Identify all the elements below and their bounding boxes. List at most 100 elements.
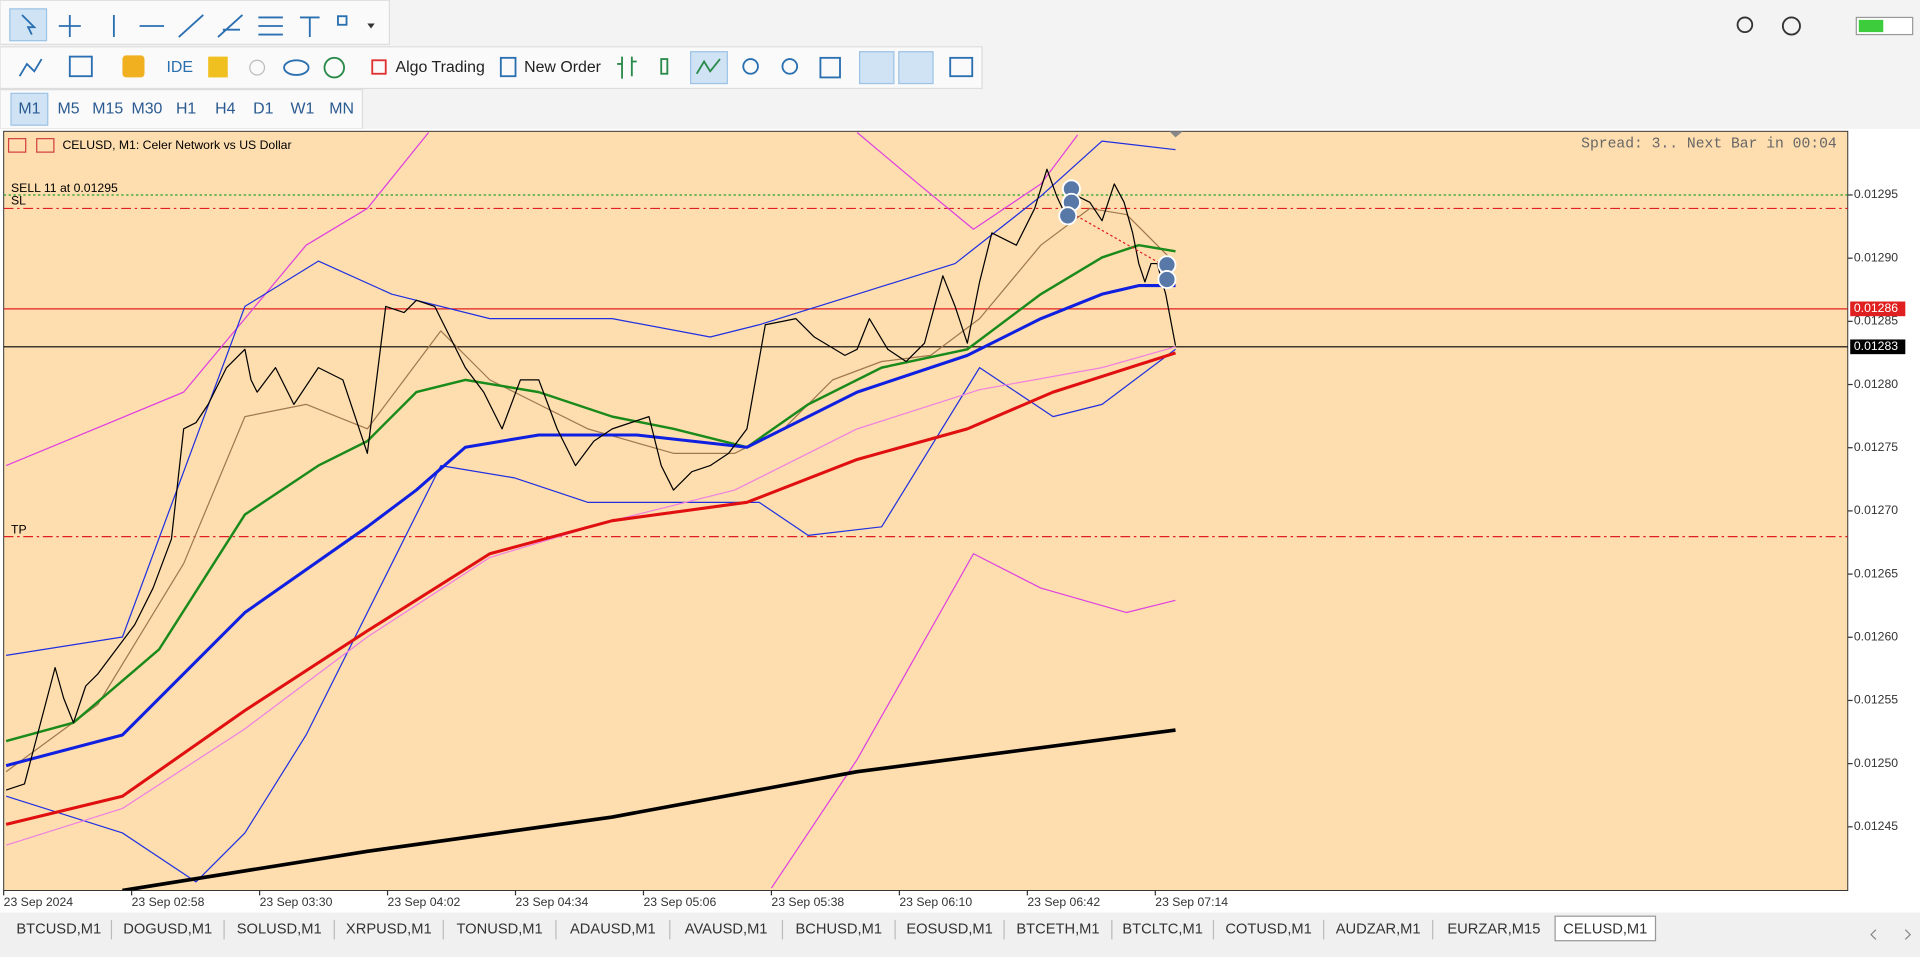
tp-label: TP — [11, 523, 27, 537]
market-icon[interactable] — [122, 55, 145, 78]
view-icons — [742, 51, 974, 85]
price-label: 0.01260 — [1854, 629, 1898, 643]
time-label: 23 Sep 2024 — [4, 895, 74, 909]
chart-type-icon[interactable] — [18, 58, 43, 77]
sl-label: SL — [11, 193, 26, 207]
cursor-icon[interactable] — [21, 14, 37, 35]
order-label: SELL 11 at 0.01295 — [11, 181, 118, 195]
timeframe-button[interactable]: W1 — [291, 100, 315, 117]
ma-tan — [5, 207, 1176, 773]
cloud-icon[interactable] — [283, 59, 310, 76]
tile-icon[interactable] — [819, 56, 841, 79]
time-label: 23 Sep 06:10 — [899, 895, 972, 909]
price-label: 0.01250 — [1854, 756, 1898, 770]
timeframe-button[interactable]: H1 — [176, 100, 196, 117]
screenshot-icon[interactable] — [949, 56, 974, 78]
time-label: 23 Sep 02:58 — [132, 895, 205, 909]
timeframe-button[interactable]: M1 — [18, 100, 40, 117]
trade-markers — [1058, 179, 1177, 289]
account-icon[interactable] — [1781, 16, 1801, 36]
buy-marker[interactable] — [1157, 269, 1177, 289]
price-line — [5, 168, 1177, 791]
timeframe-button[interactable]: M5 — [58, 100, 80, 117]
tab-label[interactable]: SOLUSD,M1 — [237, 922, 322, 938]
tab-active[interactable] — [1554, 915, 1657, 942]
tab-scroll[interactable] — [1870, 929, 1912, 940]
indicators-icon[interactable] — [68, 55, 93, 78]
envelope-upper-right — [856, 132, 1079, 230]
shapes-icon[interactable] — [337, 15, 348, 26]
text-icon[interactable] — [300, 16, 320, 38]
price-label: 0.01255 — [1854, 693, 1898, 707]
ide-button[interactable]: IDE — [167, 59, 194, 76]
bars-icon[interactable] — [617, 56, 637, 79]
zoom-out[interactable] — [781, 58, 799, 75]
time-label: 23 Sep 06:42 — [1027, 895, 1100, 909]
ma-blue — [5, 284, 1176, 768]
tab-label[interactable]: EOSUSD,M1 — [906, 922, 993, 938]
envelope-upper-left — [5, 132, 430, 467]
channel-icon[interactable] — [217, 14, 244, 38]
tabs: BTCUSD,M1 DOGUSD,M1 SOLUSD,M1 XRPUSD,M1 TONU… — [16, 915, 1657, 942]
bag-icon[interactable] — [208, 56, 228, 78]
tab-label[interactable]: XRPUSD,M1 — [346, 922, 432, 938]
timeframe-button[interactable]: H4 — [215, 100, 235, 117]
crosshair-icon[interactable] — [58, 14, 81, 38]
timeframe-selected — [10, 92, 49, 126]
envelope-lower — [770, 553, 1176, 889]
tab-label[interactable]: CELUSD,M1 — [1563, 922, 1647, 938]
trendline-icon[interactable] — [178, 14, 204, 38]
new-order-button[interactable]: New Order — [524, 59, 602, 76]
plot — [3, 132, 1848, 891]
sell-marker[interactable] — [1058, 206, 1078, 226]
search-icon[interactable] — [1736, 16, 1754, 34]
dropdown[interactable] — [367, 23, 375, 29]
cursor-tool[interactable] — [9, 8, 48, 42]
tab-label[interactable]: AUDZAR,M1 — [1336, 922, 1421, 938]
tab-label[interactable]: DOGUSD,M1 — [123, 922, 212, 938]
tab-label[interactable]: TONUSD,M1 — [456, 922, 542, 938]
ma-black — [122, 728, 1176, 891]
candles-icon[interactable] — [660, 58, 669, 75]
toolbar-3 — [0, 89, 364, 130]
chart-shift[interactable] — [898, 51, 934, 85]
ma-green — [5, 243, 1176, 743]
price-label: 0.01270 — [1854, 503, 1898, 517]
time-label: 23 Sep 05:06 — [643, 895, 716, 909]
tab-label[interactable]: AVAUSD,M1 — [685, 922, 768, 938]
signal-fill — [1858, 19, 1884, 33]
time-label: 23 Sep 04:02 — [388, 895, 461, 909]
fibo-icon[interactable] — [258, 16, 283, 36]
new-order-icon[interactable] — [499, 56, 517, 78]
signal-icon[interactable] — [249, 59, 266, 76]
vps-icon[interactable] — [323, 56, 345, 79]
tab-label[interactable]: EURZAR,M15 — [1447, 922, 1540, 938]
tab-label[interactable]: BCHUSD,M1 — [796, 922, 883, 938]
time-label: 23 Sep 03:30 — [260, 895, 333, 909]
line-icon[interactable] — [695, 58, 721, 75]
tab-label[interactable]: BTCUSD,M1 — [16, 922, 101, 938]
zoom-in[interactable] — [742, 58, 759, 75]
chart-icon-2 — [36, 138, 55, 153]
time-label: 23 Sep 04:34 — [516, 895, 589, 909]
timeframe-button[interactable]: MN — [329, 100, 354, 117]
chart-mode-icons — [617, 51, 728, 85]
autoscroll[interactable] — [858, 51, 895, 85]
timeframe-button[interactable]: M15 — [92, 100, 123, 117]
time-label: 23 Sep 07:14 — [1155, 895, 1228, 909]
tab-label[interactable]: ADAUSD,M1 — [570, 922, 656, 938]
tab-label[interactable]: BTCLTC,M1 — [1122, 922, 1203, 938]
timeframes: M1 M5 M15 M30 H1 H4 D1 W1 MN — [18, 100, 354, 117]
timeframe-button[interactable]: D1 — [253, 100, 273, 117]
tab-label[interactable]: BTCETH,M1 — [1016, 922, 1099, 938]
shift-marker — [1169, 131, 1183, 138]
tab-label[interactable]: COTUSD,M1 — [1225, 922, 1312, 938]
chart-icon — [7, 138, 27, 153]
algo-icon[interactable] — [371, 59, 387, 75]
timeframe-button[interactable]: M30 — [131, 100, 162, 117]
band-upper — [6, 140, 1176, 656]
price-label: 0.01290 — [1854, 250, 1898, 264]
algo-trading-button[interactable]: Algo Trading — [396, 59, 485, 76]
